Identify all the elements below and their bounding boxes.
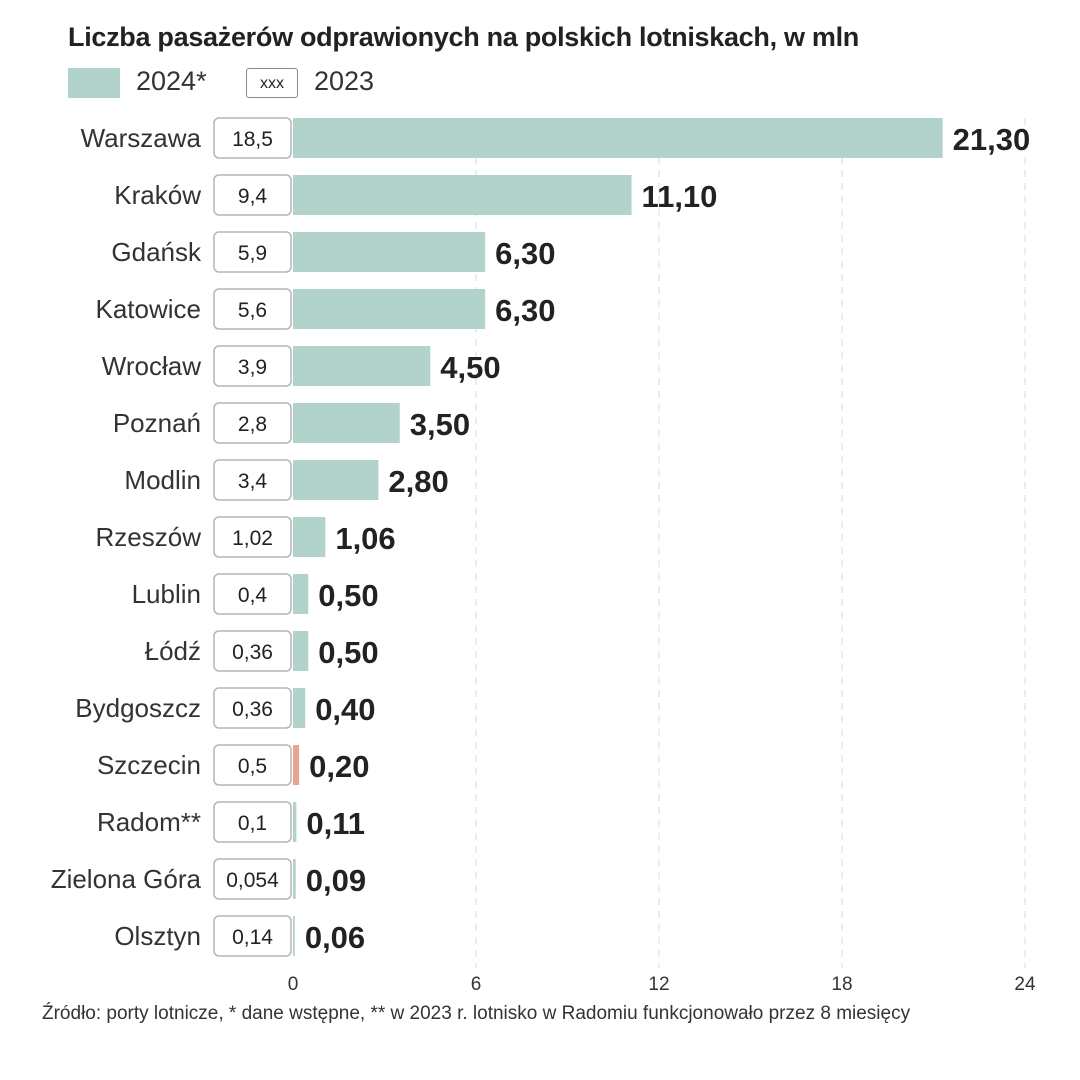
value-label-2023: 0,36	[232, 641, 273, 664]
bar-2024	[293, 346, 431, 386]
bar-2024	[293, 802, 297, 842]
value-label-2024: 6,30	[495, 236, 555, 271]
value-label-2023: 2,8	[238, 413, 267, 436]
value-label-2023: 0,5	[238, 755, 267, 778]
value-label-2024: 21,30	[953, 122, 1031, 157]
category-label: Rzeszów	[96, 522, 202, 552]
category-label: Zielona Góra	[51, 864, 202, 894]
box-2023	[213, 801, 292, 843]
value-label-2023: 1,02	[232, 527, 273, 550]
value-label-2024: 0,11	[306, 806, 365, 841]
value-label-2024: 6,30	[495, 293, 555, 328]
bar-2024	[293, 175, 632, 215]
category-label: Lublin	[132, 579, 201, 609]
value-label-2023: 5,6	[238, 299, 267, 322]
value-label-2023: 0,1	[238, 812, 267, 835]
bar-2024	[293, 517, 326, 557]
bar-2024	[293, 631, 309, 671]
category-label: Katowice	[96, 294, 202, 324]
category-label: Modlin	[124, 465, 201, 495]
bar-2024	[293, 460, 379, 500]
value-label-2023: 3,4	[238, 470, 268, 493]
category-label: Szczecin	[97, 750, 201, 780]
chart-title: Liczba pasażerów odprawionych na polskic…	[68, 22, 859, 52]
box-2023	[213, 858, 292, 900]
bar-2024	[293, 289, 486, 329]
value-label-2023: 0,36	[232, 698, 273, 721]
category-label: Bydgoszcz	[75, 693, 201, 723]
value-label-2024: 0,20	[309, 749, 369, 784]
value-label-2023: 3,9	[238, 356, 267, 379]
source-note: Źródło: porty lotnicze, * dane wstępne, …	[42, 1003, 911, 1024]
box-2023	[213, 915, 292, 957]
value-label-2023: 5,9	[238, 242, 267, 265]
category-label: Gdańsk	[111, 237, 202, 267]
value-label-2023: 9,4	[238, 185, 268, 208]
box-2023	[213, 345, 292, 387]
box-2023	[213, 573, 292, 615]
value-label-2024: 2,80	[388, 464, 448, 499]
value-label-2023: 0,14	[232, 926, 273, 949]
value-label-2024: 0,50	[318, 578, 378, 613]
value-label-2024: 1,06	[335, 521, 395, 556]
box-2023	[213, 687, 292, 729]
x-tick-label: 24	[1014, 974, 1036, 995]
value-label-2024: 0,06	[305, 920, 365, 955]
category-label: Kraków	[114, 180, 201, 210]
box-2023	[213, 174, 292, 216]
legend-swatch-2024	[68, 68, 120, 98]
bar-chart: 0 6 12 18 24 Warszawa 21,30 18,5 Kraków 11,10 9,4 G…	[51, 117, 1036, 995]
bar-2024	[293, 118, 943, 158]
box-2023	[213, 744, 292, 786]
box-2023	[213, 231, 292, 273]
value-label-2024: 0,09	[306, 863, 366, 898]
value-label-2023: 0,4	[238, 584, 268, 607]
bar-2024	[293, 232, 486, 272]
x-tick-label: 0	[288, 974, 299, 995]
x-tick-label: 18	[831, 974, 852, 995]
x-tick-label: 6	[471, 974, 482, 995]
bar-2024	[293, 916, 295, 956]
value-label-2024: 0,40	[315, 692, 375, 727]
bar-2024	[293, 403, 400, 443]
bar-2024	[293, 745, 300, 785]
bar-2024	[293, 859, 296, 899]
box-2023	[213, 516, 292, 558]
category-label: Łódź	[145, 636, 201, 666]
category-label: Radom**	[97, 807, 201, 837]
value-label-2024: 11,10	[642, 179, 718, 214]
value-label-2024: 3,50	[410, 407, 470, 442]
bar-2024	[293, 574, 309, 614]
bar-2024	[293, 688, 306, 728]
box-2023	[213, 117, 292, 159]
legend-box-2023: xxx	[246, 68, 298, 98]
x-tick-label: 12	[648, 974, 669, 995]
box-2023	[213, 288, 292, 330]
legend-label-2023: 2023	[314, 66, 375, 96]
box-2023	[213, 402, 292, 444]
category-label: Poznań	[113, 408, 201, 438]
box-2023	[213, 630, 292, 672]
category-label: Warszawa	[81, 123, 202, 153]
value-label-2024: 0,50	[318, 635, 378, 670]
value-label-2023: 18,5	[232, 128, 273, 151]
value-label-2024: 4,50	[440, 350, 500, 385]
category-label: Olsztyn	[114, 921, 201, 951]
box-2023	[213, 459, 292, 501]
legend-label-2024: 2024*	[136, 66, 207, 96]
value-label-2023: 0,054	[226, 869, 279, 892]
category-label: Wrocław	[102, 351, 201, 381]
